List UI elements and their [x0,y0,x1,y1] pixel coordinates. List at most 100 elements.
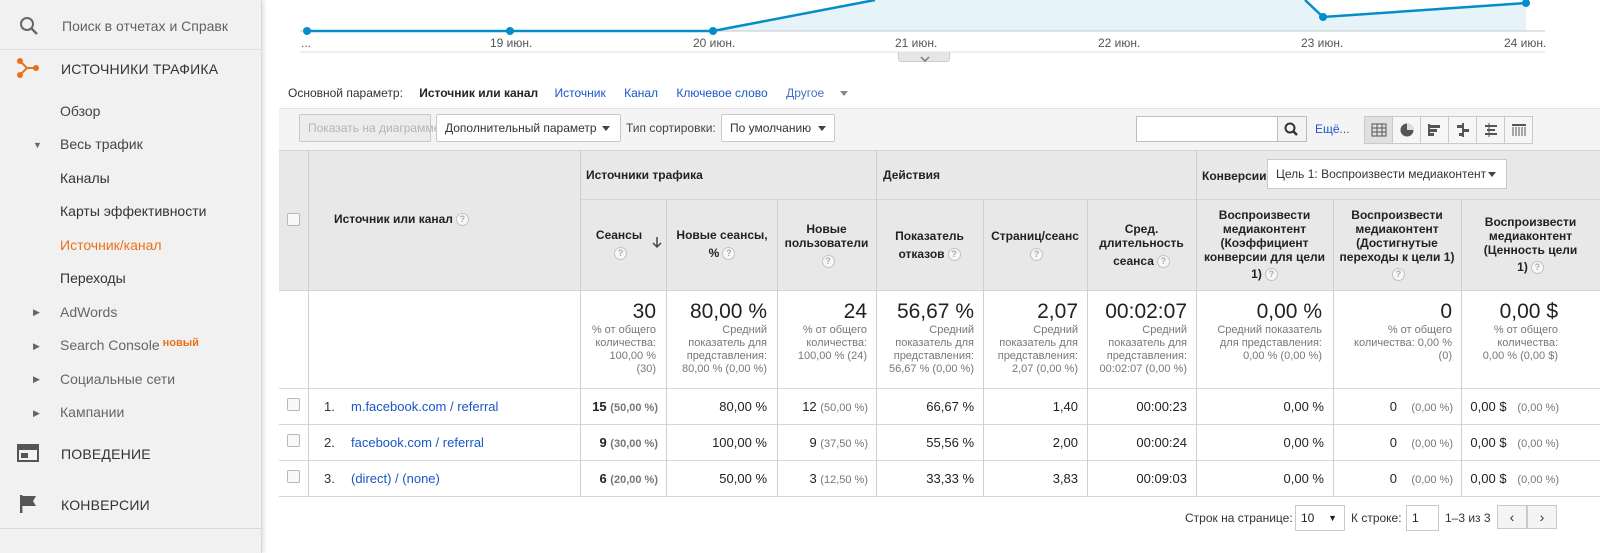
cell-new-users: 12 (50,00 %) [777,399,868,414]
sidebar-item-search-console[interactable]: Search Console новый [60,337,199,353]
help-icon[interactable]: ? [455,213,469,227]
dimension-column-header[interactable]: Источник или канал? [334,212,469,227]
column-header-goal-value[interactable]: Воспроизвести медиаконтент (Ценность цел… [1461,215,1600,275]
sidebar-search-input[interactable]: Поиск в отчетах и Справк [62,18,228,34]
column-header-bounce-rate[interactable]: Показатель отказов? [876,229,983,262]
sidebar-section-acquisition[interactable]: ИСТОЧНИКИ ТРАФИКА [0,50,262,86]
cell-pages-per-session: 1,40 [1052,399,1078,414]
rows-per-page-select[interactable]: 10 ▼ [1295,505,1345,531]
sidebar-item-campaigns[interactable]: Кампании [60,404,125,420]
select-all-checkbox[interactable] [287,213,300,226]
chart-x-label: 19 июн. [490,36,533,50]
cell-avg-duration: 00:00:23 [1136,399,1187,414]
help-icon[interactable]: ? [1392,268,1405,282]
view-pie-button[interactable] [1392,116,1421,144]
row-dimension-link[interactable]: facebook.com / referral [351,435,484,450]
view-term-cloud-button[interactable] [1476,116,1505,144]
grid-line [580,150,581,496]
column-header-sessions[interactable]: Сеансы ? [580,228,658,261]
primary-dimension-source[interactable]: Источник [554,86,606,100]
collapsed-arrow-icon[interactable]: ▶ [33,341,40,351]
timeline-chart[interactable]: ... 19 июн. 20 июн. 21 июн. 22 июн. 23 и… [280,0,1600,62]
subtext-line: 100,00 % (24) [797,350,867,362]
plot-rows-button[interactable]: Показать на диаграмме [299,114,440,142]
chart-x-label: 20 июн. [693,36,736,50]
sidebar-section-conversions[interactable]: КОНВЕРСИИ [0,486,262,522]
collapsed-arrow-icon[interactable]: ▶ [33,374,40,384]
goal-selector-dropdown[interactable]: Цель 1: Воспроизвести медиаконтент [1267,159,1507,189]
goto-row-input[interactable]: 1 [1406,505,1439,531]
grid-line [279,290,1600,291]
grid-line [1333,199,1334,496]
sidebar-item-social[interactable]: Социальные сети [60,371,176,387]
next-page-button[interactable]: › [1527,505,1557,529]
row-checkbox[interactable] [287,398,300,411]
column-header-conversion-rate[interactable]: Воспроизвести медиаконтент (Коэффициент … [1196,208,1333,282]
column-header-avg-duration[interactable]: Сред. длительность сеанса? [1087,222,1196,269]
primary-dimension-other[interactable]: Другое [786,86,861,100]
sidebar-search[interactable]: Поиск в отчетах и Справк [0,0,262,50]
column-header-pages-per-session[interactable]: Страниц/сеанс ? [983,229,1087,262]
sidebar-item-referrals[interactable]: Переходы [60,270,126,286]
total-bounce-rate: 56,67 % [896,300,974,323]
primary-dimension-medium[interactable]: Канал [624,86,659,100]
row-checkbox[interactable] [287,470,300,483]
view-table-button[interactable] [1364,116,1393,144]
sidebar-item-overview[interactable]: Обзор [60,103,101,119]
secondary-dimension-dropdown[interactable]: Дополнительный параметр [436,114,621,142]
chart-point[interactable] [709,27,717,35]
view-comparison-button[interactable] [1448,116,1477,144]
cell-percent: (50,00 %) [610,402,658,414]
total-new-sessions-subtext: Средний показатель для представления: 80,00… [667,324,767,376]
row-checkbox[interactable] [287,434,300,447]
cell-new-users: 9 (37,50 %) [777,435,868,450]
more-options-link[interactable]: Ещё... [1315,122,1350,136]
chart-collapse-handle[interactable] [898,52,950,63]
total-new-users: 24 [843,300,867,323]
chart-point[interactable] [1319,13,1327,21]
table-search-button[interactable] [1278,116,1307,142]
column-header-label: (Достигнутые [1356,236,1438,250]
sort-type-dropdown[interactable]: По умолчанию [721,114,835,142]
primary-dimension-bar: Основной параметр: Источник или канал Ис… [288,86,876,100]
chart-point[interactable] [506,27,514,35]
expanded-arrow-icon[interactable]: ▼ [33,140,42,150]
total-conversion-rate: 0,00 % [1256,300,1322,323]
pivot-icon [1511,124,1526,136]
primary-dimension-keyword[interactable]: Ключевое слово [676,86,768,100]
sidebar-item-source-medium[interactable]: Источник/канал [60,237,162,253]
chart-point[interactable] [303,27,311,35]
chart-point[interactable] [1522,0,1530,7]
collapsed-arrow-icon[interactable]: ▶ [33,307,40,317]
help-icon[interactable]: ? [947,248,961,262]
view-pivot-button[interactable] [1504,116,1533,144]
sidebar-item-channels[interactable]: Каналы [60,170,110,186]
sidebar-section-behavior[interactable]: ПОВЕДЕНИЕ [0,435,262,471]
help-icon[interactable]: ? [1030,248,1043,262]
grid-line [279,424,1600,425]
grid-line [279,496,1600,497]
help-icon[interactable]: ? [1156,255,1170,269]
help-icon[interactable]: ? [614,247,627,261]
collapsed-arrow-icon[interactable]: ▶ [33,408,40,418]
sort-descending-icon[interactable] [652,237,662,249]
help-icon[interactable]: ? [722,247,736,261]
column-header-goal-completions[interactable]: Воспроизвести медиаконтент (Достигнутые … [1333,208,1461,282]
cell-sessions: 6 (20,00 %) [580,471,658,486]
help-icon[interactable]: ? [821,255,835,269]
help-icon[interactable]: ? [1264,268,1278,282]
sidebar-item-adwords[interactable]: AdWords [60,304,118,320]
column-header-new-sessions[interactable]: Новые сеансы, %? [667,228,777,261]
column-header-new-users[interactable]: Новые пользователи ? [777,222,876,269]
help-icon[interactable]: ? [1530,261,1544,275]
total-pages-subtext: Средний показатель для представления: 2,07 … [983,324,1078,376]
sidebar-item-all-traffic[interactable]: Весь трафик [60,136,143,152]
sidebar-item-treemaps[interactable]: Карты эффективности [60,203,207,219]
prev-page-button[interactable]: ‹ [1497,505,1527,529]
table-search-input[interactable] [1136,116,1278,142]
row-dimension-link[interactable]: m.facebook.com / referral [351,399,499,414]
grid-line [1461,199,1462,496]
view-performance-button[interactable] [1420,116,1449,144]
row-dimension-link[interactable]: (direct) / (none) [351,471,440,486]
cell-sessions: 15 (50,00 %) [580,399,658,414]
